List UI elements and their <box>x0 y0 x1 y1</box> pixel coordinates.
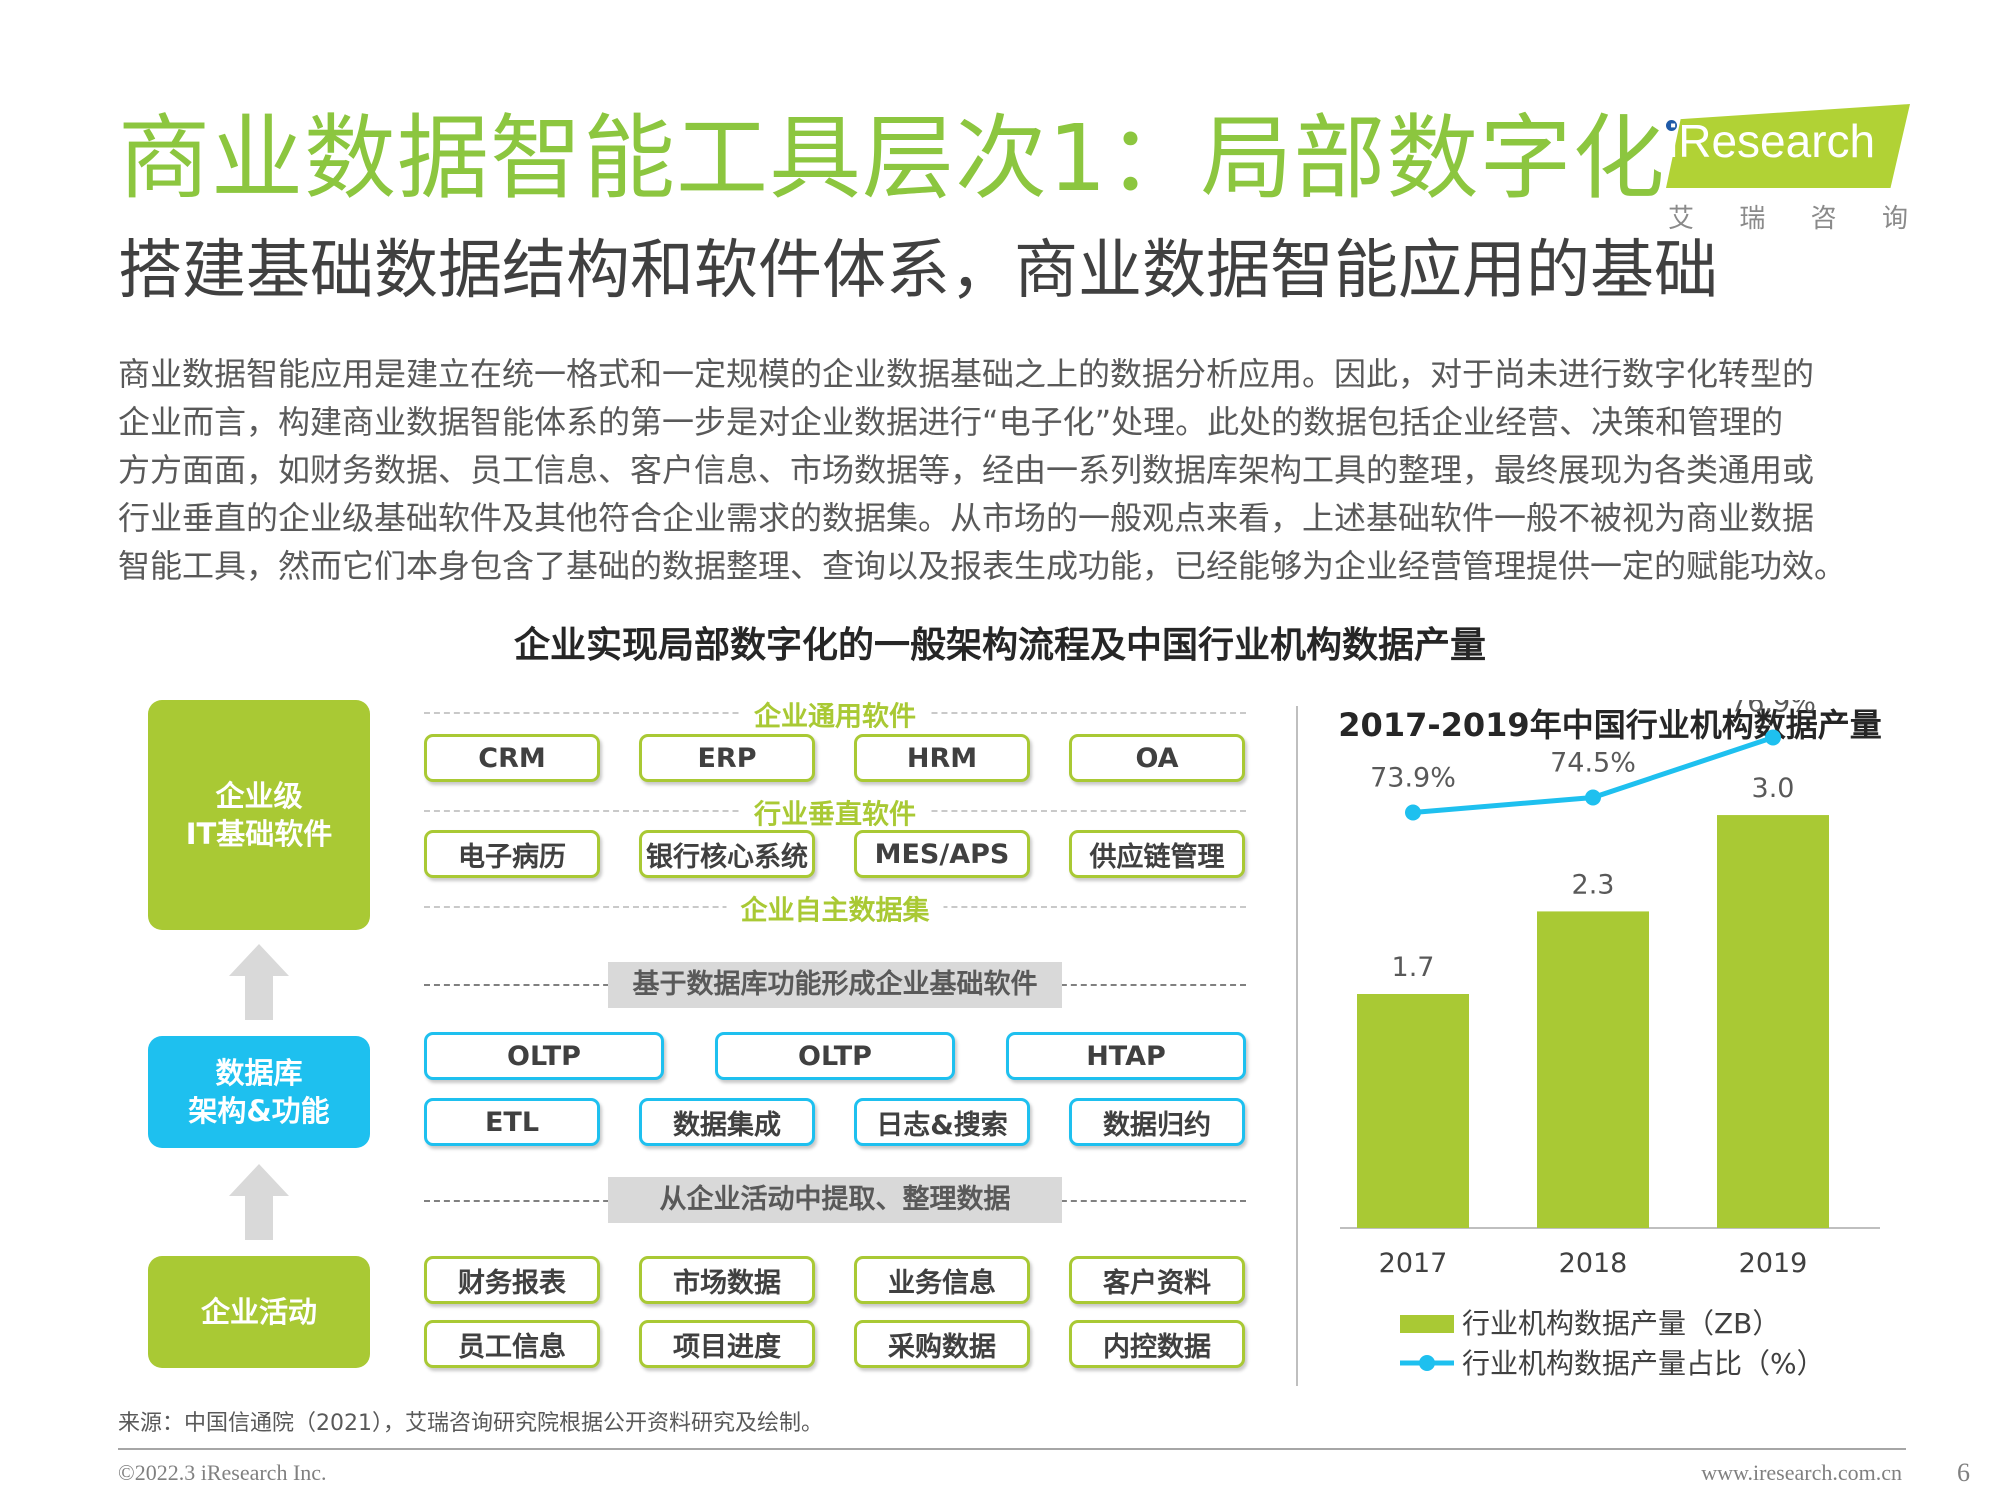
box-employee-info: 员工信息 <box>424 1320 600 1368</box>
logo-dot <box>1666 120 1677 131</box>
label-general-software: 企业通用软件 <box>740 694 930 734</box>
copyright: ©2022.3 iResearch Inc. <box>118 1460 327 1485</box>
source-note: 来源：中国信通院（2021），艾瑞咨询研究院根据公开资料研究及绘制。 <box>118 1411 823 1436</box>
line-label-2017: 73.9% <box>1370 763 1456 794</box>
line-label-2019: 76.9% <box>1730 700 1816 719</box>
page-subtitle: 搭建基础数据结构和软件体系，商业数据智能应用的基础 <box>118 234 1718 308</box>
box-internal-control-data: 内控数据 <box>1069 1320 1245 1368</box>
box-hrm: HRM <box>854 734 1030 782</box>
logo-word: Research <box>1678 115 1876 167</box>
logo-flag <box>1666 104 1910 188</box>
layer-it-software: 企业级 IT基础软件 <box>148 700 370 930</box>
box-etl: ETL <box>424 1098 600 1146</box>
page-title: 商业数据智能工具层次1：局部数字化 <box>118 105 1666 212</box>
box-business-info: 业务信息 <box>854 1256 1030 1304</box>
footer-divider <box>118 1448 1906 1450</box>
iresearch-logo: iResearch 艾 瑞 咨 询 <box>1660 104 1910 234</box>
legend-line-label: 行业机构数据产量占比（%） <box>1462 1347 1825 1380</box>
separator-vertical-software: 行业垂直软件 <box>424 792 1246 832</box>
box-mes-aps: MES/APS <box>854 830 1030 878</box>
legend-bar-label: 行业机构数据产量（ZB） <box>1462 1307 1780 1340</box>
body-line: 行业垂直的企业级基础软件及其他符合企业需求的数据集。从市场的一般观点来看，上述基… <box>118 499 1815 537</box>
box-emr: 电子病历 <box>424 830 600 878</box>
box-project-progress: 项目进度 <box>639 1320 815 1368</box>
figure-heading: 企业实现局部数字化的一般架构流程及中国行业机构数据产量 <box>513 625 1486 666</box>
separator-own-datasets: 企业自主数据集 <box>424 888 1246 928</box>
bar-label-2017: 1.7 <box>1392 952 1435 983</box>
box-crm: CRM <box>424 734 600 782</box>
label-own-datasets: 企业自主数据集 <box>726 888 944 928</box>
x-tick-2018: 2018 <box>1559 1248 1628 1279</box>
body-paragraph: 商业数据智能应用是建立在统一格式和一定规模的企业数据基础之上的数据分析应用。因此… <box>118 350 1928 590</box>
body-line: 智能工具，然而它们本身包含了基础的数据整理、查询以及报表生成功能，已经能够为企业… <box>118 547 1847 585</box>
layer-activity: 企业活动 <box>148 1256 370 1368</box>
box-financial-reports: 财务报表 <box>424 1256 600 1304</box>
box-supply-chain: 供应链管理 <box>1069 830 1245 878</box>
box-market-data: 市场数据 <box>639 1256 815 1304</box>
x-tick-2017: 2017 <box>1379 1248 1448 1279</box>
body-line: 企业而言，构建商业数据智能体系的第一步是对企业数据进行“电子化”处理。此处的数据… <box>118 403 1784 441</box>
box-core-banking: 银行核心系统 <box>639 830 815 878</box>
line-point-2017 <box>1405 804 1421 821</box>
box-htap: HTAP <box>1006 1032 1246 1080</box>
line-label-2018: 74.5% <box>1550 748 1636 779</box>
label-vertical-software: 行业垂直软件 <box>740 792 930 832</box>
bar-2017 <box>1357 994 1469 1228</box>
body-line: 商业数据智能应用是建立在统一格式和一定规模的企业数据基础之上的数据分析应用。因此… <box>118 355 1815 393</box>
box-oltp-2: OLTP <box>715 1032 955 1080</box>
bar-label-2019: 3.0 <box>1752 773 1795 804</box>
up-arrow-icon <box>229 1164 289 1240</box>
separator-general-software: 企业通用软件 <box>424 694 1246 734</box>
box-oa: OA <box>1069 734 1245 782</box>
label-db-to-software: 基于数据库功能形成企业基础软件 <box>608 962 1062 1008</box>
divider-line <box>1296 706 1298 1386</box>
box-customer-data: 客户资料 <box>1069 1256 1245 1304</box>
line-point-2019 <box>1765 729 1781 746</box>
logo-cn: 艾 瑞 咨 询 <box>1668 204 1908 234</box>
box-erp: ERP <box>639 734 815 782</box>
bar-label-2018: 2.3 <box>1572 869 1615 900</box>
line-point-2018 <box>1585 789 1601 806</box>
box-data-reduction: 数据归约 <box>1069 1098 1245 1146</box>
website-link[interactable]: www.iresearch.com.cn <box>1701 1460 1902 1485</box>
bar-2019 <box>1717 815 1829 1228</box>
box-log-search: 日志&搜索 <box>854 1098 1030 1146</box>
up-arrow-icon <box>229 944 289 1020</box>
layer-database: 数据库 架构&功能 <box>148 1036 370 1148</box>
data-volume-chart: 2017-2019年中国行业机构数据产量 1.7 2.3 3.0 2017 2018 2… <box>1338 700 1881 1380</box>
bar-2018 <box>1537 911 1649 1228</box>
box-oltp-1: OLTP <box>424 1032 664 1080</box>
x-tick-2019: 2019 <box>1739 1248 1808 1279</box>
page-number: 6 <box>1957 1458 1970 1487</box>
legend-bar-swatch <box>1400 1315 1454 1333</box>
box-procurement-data: 采购数据 <box>854 1320 1030 1368</box>
box-data-integration: 数据集成 <box>639 1098 815 1146</box>
label-extract: 从企业活动中提取、整理数据 <box>608 1177 1062 1223</box>
chart-title: 2017-2019年中国行业机构数据产量 <box>1338 706 1881 744</box>
legend-line-dot <box>1419 1355 1435 1371</box>
body-line: 方方面面，如财务数据、员工信息、客户信息、市场数据等，经由一系列数据库架构工具的… <box>118 451 1815 489</box>
